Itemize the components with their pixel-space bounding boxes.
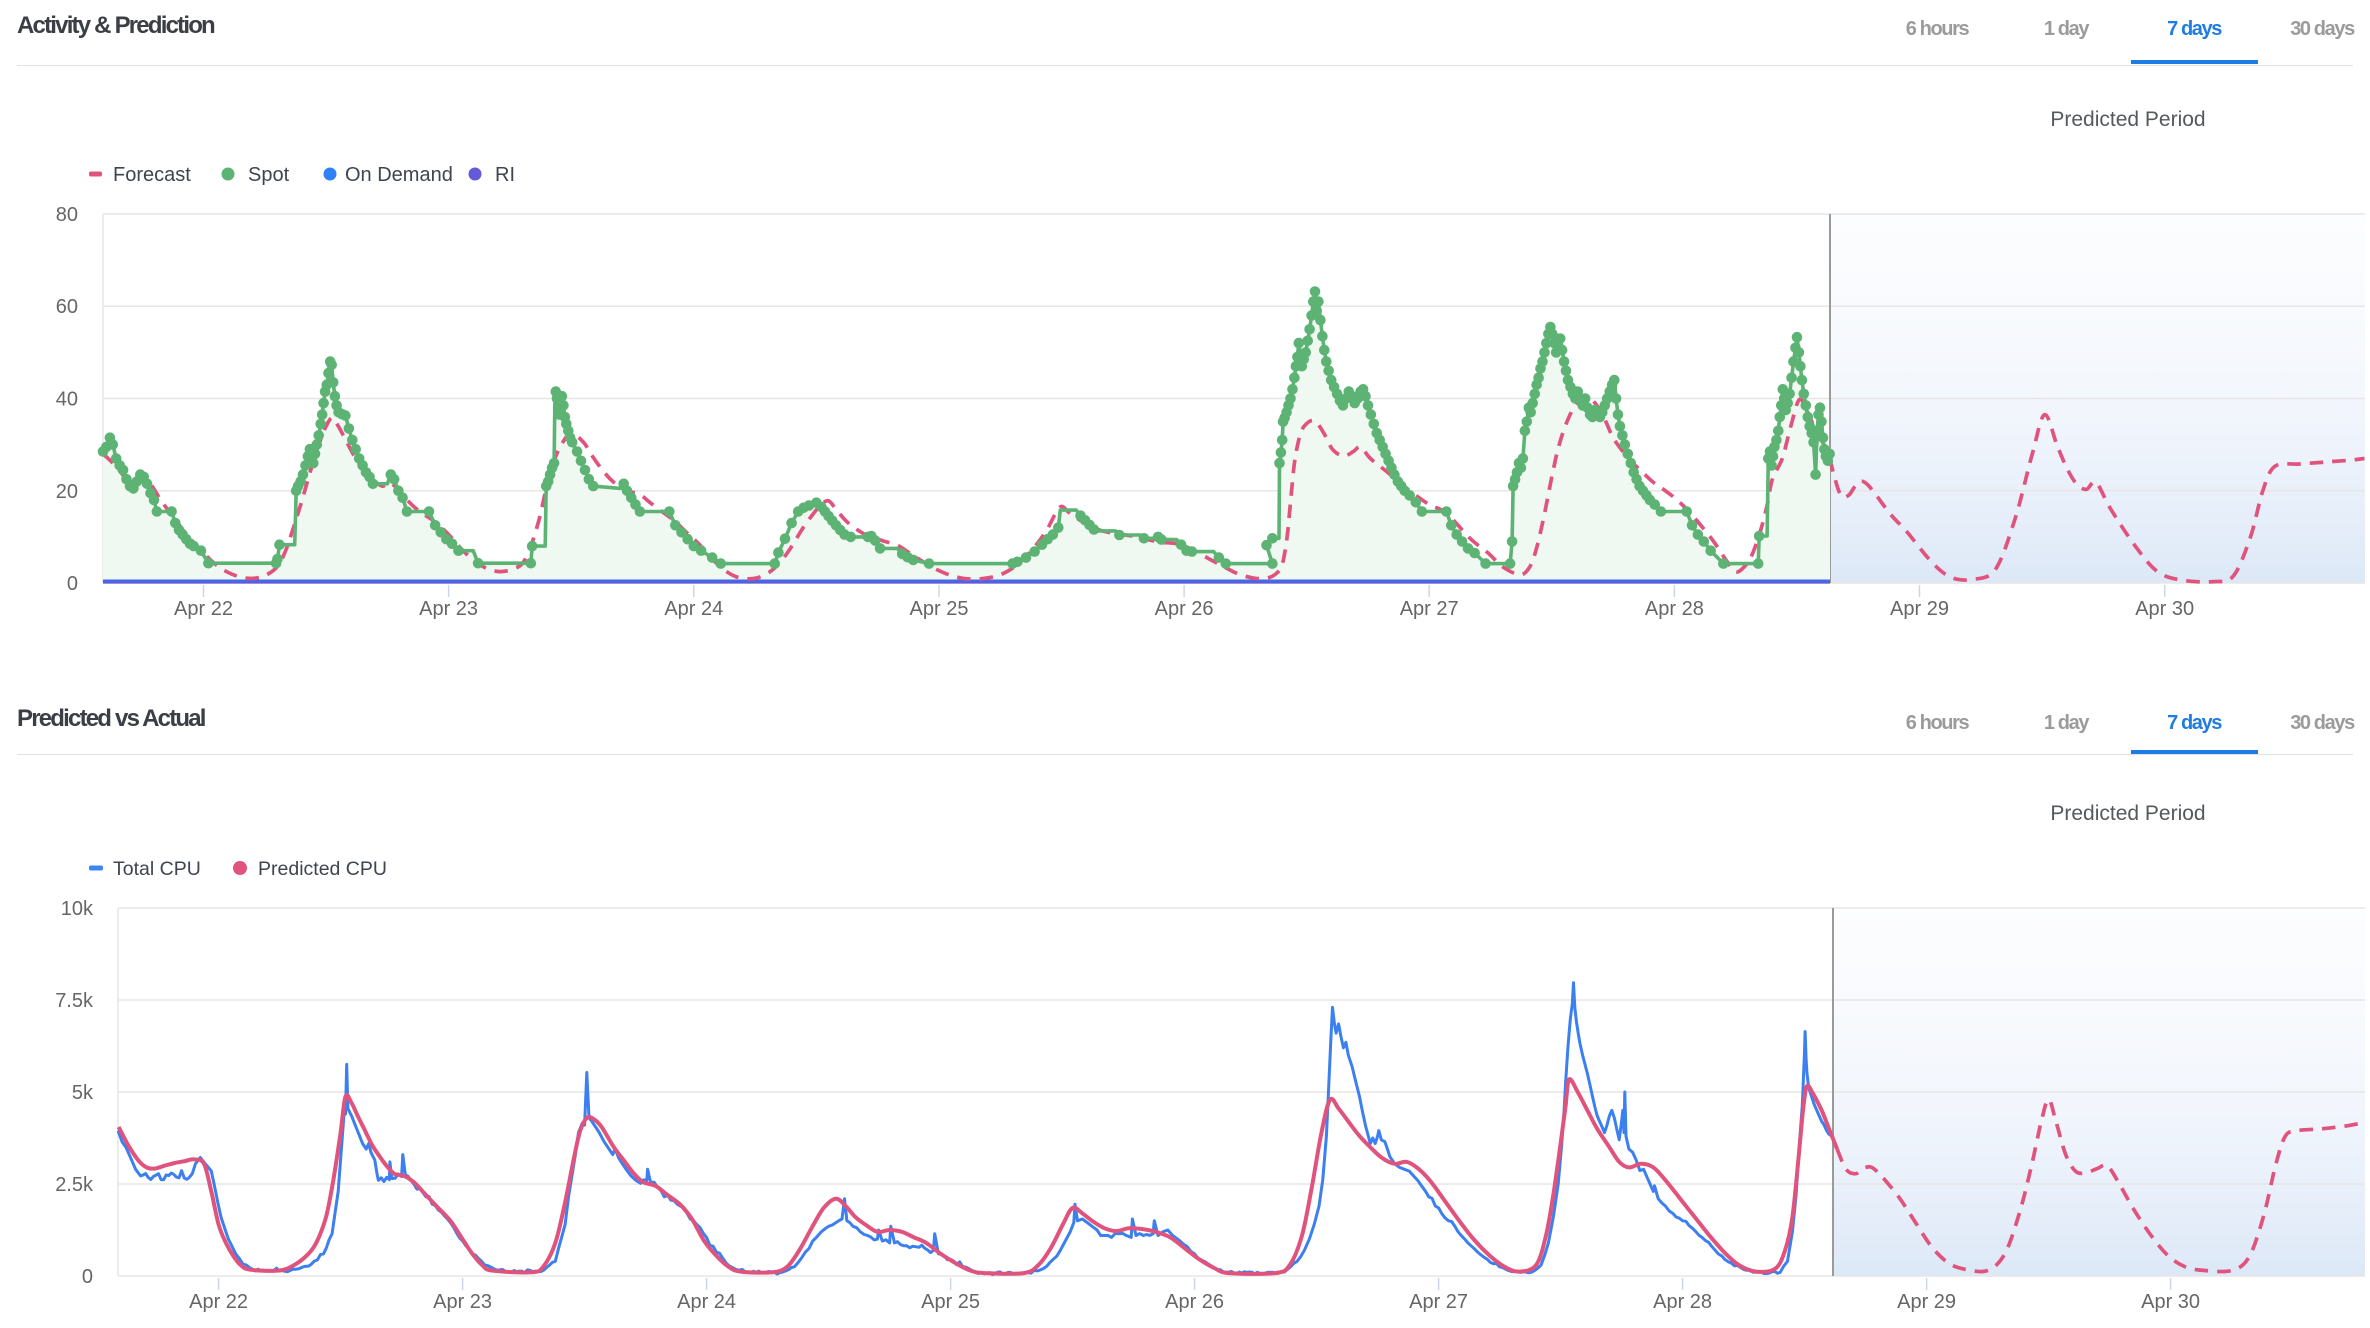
- svg-text:Apr 29: Apr 29: [1890, 598, 1949, 620]
- svg-text:0: 0: [67, 573, 78, 595]
- svg-text:Forecast: Forecast: [113, 164, 191, 186]
- svg-text:Apr 23: Apr 23: [433, 1291, 492, 1313]
- svg-text:Apr 26: Apr 26: [1165, 1291, 1224, 1313]
- svg-text:Apr 22: Apr 22: [174, 598, 233, 620]
- svg-text:Apr 30: Apr 30: [2135, 598, 2194, 620]
- svg-text:60: 60: [56, 296, 78, 318]
- svg-text:Total CPU: Total CPU: [113, 858, 201, 880]
- svg-text:Apr 24: Apr 24: [664, 598, 723, 620]
- svg-text:Apr 25: Apr 25: [921, 1291, 980, 1313]
- svg-text:20: 20: [56, 481, 78, 503]
- svg-text:80: 80: [56, 204, 78, 226]
- svg-text:Apr 27: Apr 27: [1409, 1291, 1468, 1313]
- svg-text:40: 40: [56, 389, 78, 411]
- svg-text:RI: RI: [495, 164, 515, 186]
- svg-text:Predicted Period: Predicted Period: [2050, 802, 2205, 825]
- svg-text:Predicted CPU: Predicted CPU: [258, 858, 387, 880]
- svg-text:0: 0: [82, 1266, 93, 1288]
- svg-text:Apr 23: Apr 23: [419, 598, 478, 620]
- svg-text:Predicted Period: Predicted Period: [2050, 108, 2205, 131]
- svg-text:Apr 29: Apr 29: [1897, 1291, 1956, 1313]
- svg-text:Apr 24: Apr 24: [677, 1291, 736, 1313]
- svg-text:Apr 28: Apr 28: [1645, 598, 1704, 620]
- svg-text:Apr 30: Apr 30: [2141, 1291, 2200, 1313]
- svg-text:Apr 27: Apr 27: [1400, 598, 1459, 620]
- svg-text:On Demand: On Demand: [345, 164, 453, 186]
- svg-text:Apr 26: Apr 26: [1155, 598, 1214, 620]
- svg-text:Apr 28: Apr 28: [1653, 1291, 1712, 1313]
- svg-text:Spot: Spot: [248, 164, 290, 186]
- svg-text:Apr 22: Apr 22: [189, 1291, 248, 1313]
- svg-text:2.5k: 2.5k: [55, 1174, 94, 1196]
- svg-text:10k: 10k: [61, 898, 94, 920]
- svg-text:Apr 25: Apr 25: [910, 598, 969, 620]
- svg-text:5k: 5k: [72, 1082, 94, 1104]
- svg-text:7.5k: 7.5k: [55, 990, 94, 1012]
